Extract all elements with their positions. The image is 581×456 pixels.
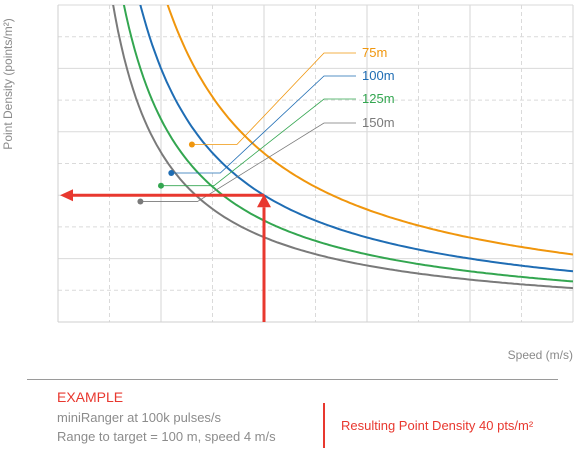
x-axis-label: Speed (m/s): [508, 348, 573, 362]
series-label-125m: 125m: [362, 91, 395, 106]
result-text: Resulting Point Density 40 pts/m²: [341, 418, 534, 433]
separator-line: [27, 379, 558, 380]
marker-150m: [137, 198, 144, 205]
arrow-left-head: [60, 189, 73, 202]
series-label-75m: 75m: [362, 45, 387, 60]
example-line-2: Range to target = 100 m, speed 4 m/s: [57, 429, 276, 444]
series-line-150m: [112, 5, 573, 290]
leader-150m: [140, 122, 356, 202]
leader-125m: [161, 98, 356, 187]
marker-75m: [188, 141, 195, 148]
example-title: EXAMPLE: [57, 389, 124, 405]
leader-100m: [171, 75, 356, 174]
series-label-100m: 100m: [362, 68, 395, 83]
example-line-1: miniRanger at 100k pulses/s: [57, 410, 222, 425]
y-axis-label: Point Density (points/m²): [1, 18, 15, 149]
series-line-75m: [166, 5, 573, 256]
series-line-125m: [122, 5, 573, 283]
series-line-100m: [139, 5, 573, 273]
result-bar: [323, 403, 325, 448]
marker-100m: [168, 170, 175, 177]
arrow-up-head: [257, 194, 271, 208]
leader-75m: [191, 52, 356, 145]
series-label-150m: 150m: [362, 115, 395, 130]
marker-125m: [158, 182, 164, 189]
